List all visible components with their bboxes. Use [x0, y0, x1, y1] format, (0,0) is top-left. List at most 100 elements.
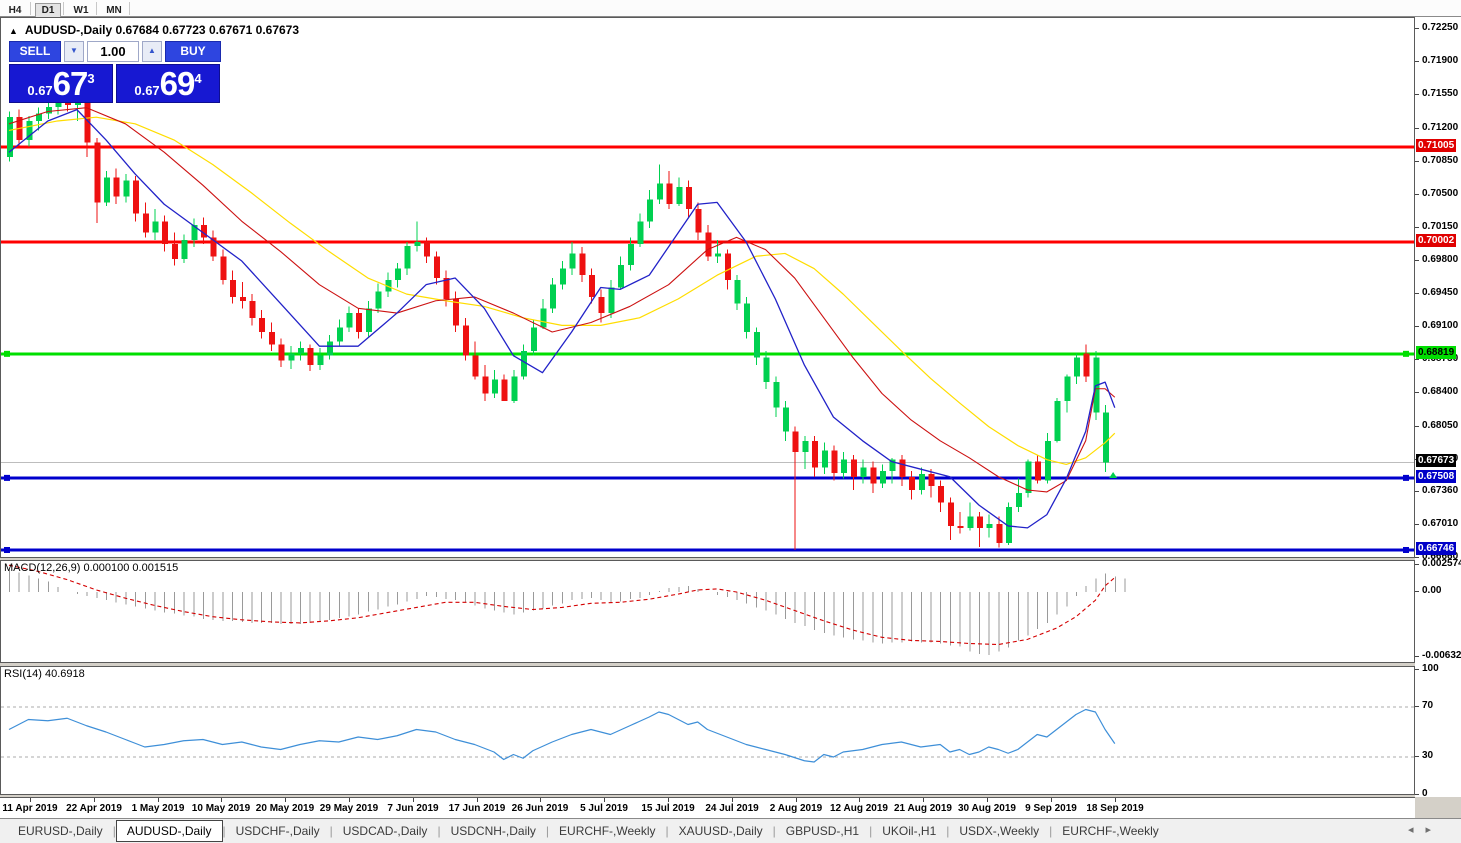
line-handle[interactable]	[1403, 546, 1409, 553]
chart-tab-eurchf-weekly[interactable]: EURCHF-,Weekly	[559, 824, 656, 838]
candle-body	[1025, 461, 1032, 493]
line-handle[interactable]	[1403, 350, 1409, 357]
volume-increase-button[interactable]: ▲	[142, 41, 162, 62]
buy-button[interactable]: BUY	[165, 41, 221, 62]
tab-separator: |	[1049, 824, 1053, 838]
timeframe-button-d1[interactable]: D1	[35, 3, 61, 18]
axis-tick-mark	[1415, 61, 1419, 63]
toolbar-separator	[96, 2, 97, 16]
chart-tab-usdx-weekly[interactable]: USDX-,Weekly	[959, 824, 1040, 838]
date-tick-label: 24 Jul 2019	[705, 803, 759, 814]
timeframe-button-mn[interactable]: MN	[106, 5, 122, 16]
date-tick-mark	[732, 798, 733, 802]
volume-input[interactable]	[87, 41, 139, 62]
candle-body	[356, 313, 363, 332]
candle-body	[705, 232, 712, 257]
axis-tick-mark	[1415, 193, 1419, 195]
candle-body	[230, 279, 237, 297]
date-tick-mark	[987, 798, 988, 802]
axis-tick-mark	[1415, 226, 1419, 228]
chart-tab-ukoil-h1[interactable]: UKOil-,H1	[882, 824, 937, 838]
chart-ohlc-values: 0.67684 0.67723 0.67671 0.67673	[115, 23, 300, 37]
candle-body	[870, 467, 877, 484]
candle-body	[559, 268, 566, 285]
candle-body	[472, 355, 479, 377]
date-tick-mark	[859, 798, 860, 802]
rsi-indicator-panel[interactable]: RSI(14) 40.6918	[0, 666, 1415, 795]
candle-body	[831, 450, 838, 473]
candle-body	[715, 253, 722, 257]
chart-tab-gbpusd-h1[interactable]: GBPUSD-,H1	[785, 824, 860, 838]
panel-splitter[interactable]	[0, 663, 1415, 665]
volume-decrease-button[interactable]: ▼	[64, 41, 84, 62]
axis-tick-mark	[1415, 127, 1419, 129]
date-tick-label: 22 Apr 2019	[66, 803, 122, 814]
sell-price-display[interactable]: 0.67 67 3	[9, 64, 113, 103]
chart-tab-eurchf-weekly[interactable]: EURCHF-,Weekly	[1062, 824, 1159, 838]
candle-body	[181, 240, 188, 260]
candle-body	[133, 180, 140, 214]
line-handle[interactable]	[4, 546, 10, 553]
candle-body	[627, 243, 634, 265]
date-tick-label: 12 Aug 2019	[830, 803, 888, 814]
macd-signal-line	[8, 564, 1116, 646]
axis-tick-mark	[1415, 425, 1419, 427]
timeframe-button-w1[interactable]: W1	[73, 5, 89, 16]
level-price-badge: 0.71005	[1416, 138, 1457, 152]
candle-body	[598, 296, 605, 314]
collapse-icon[interactable]: ▲	[9, 26, 18, 36]
axis-tick-mark	[1415, 326, 1419, 328]
axis-tick-mark	[1415, 656, 1419, 658]
line-handle[interactable]	[4, 474, 10, 481]
candle-body	[550, 284, 557, 309]
tab-separator: |	[665, 824, 669, 838]
date-tick-label: 9 Sep 2019	[1025, 803, 1077, 814]
chart-tab-usdchf-daily[interactable]: USDCHF-,Daily	[235, 824, 320, 838]
panel-splitter[interactable]	[0, 795, 1415, 797]
tab-scroll-arrows[interactable]: ◂▸	[1407, 824, 1443, 836]
panel-splitter[interactable]	[0, 558, 1415, 560]
candle-body	[375, 291, 382, 309]
tab-separator: |	[772, 824, 776, 838]
candle-body	[744, 303, 751, 332]
macd-label: MACD(12,26,9) 0.000100 0.001515	[4, 562, 179, 574]
candle-body	[191, 225, 198, 241]
candle-body	[540, 308, 547, 328]
chart-tab-usdcad-daily[interactable]: USDCAD-,Daily	[342, 824, 428, 838]
price-chart-panel[interactable]: ▲ AUDUSD-,Daily 0.67684 0.67723 0.67671 …	[0, 17, 1415, 558]
tab-separator: |	[869, 824, 873, 838]
buy-price-prefix: 0.67	[134, 83, 160, 98]
candle-body	[1006, 507, 1013, 543]
price-chart-canvas[interactable]	[1, 18, 1414, 557]
candle-body	[249, 300, 256, 318]
candle-body	[501, 379, 508, 402]
axis-tick-mark	[1415, 591, 1419, 592]
candle-body	[666, 183, 673, 205]
date-tick-label: 11 Apr 2019	[2, 803, 58, 814]
line-handle[interactable]	[1403, 474, 1409, 481]
tab-separator: |	[437, 824, 441, 838]
candle-body	[162, 221, 169, 244]
timeframe-button-h4[interactable]: H4	[8, 5, 22, 16]
candle-body	[841, 459, 848, 473]
date-tick-label: 18 Sep 2019	[1086, 803, 1144, 814]
candle-body	[414, 242, 421, 246]
rsi-tick-label: 100	[1422, 662, 1439, 674]
axis-tick-mark	[1415, 392, 1419, 394]
candle-body	[753, 331, 760, 358]
buy-price-display[interactable]: 0.67 69 4	[116, 64, 220, 103]
candle-body	[928, 473, 935, 487]
chart-tab-eurusd-daily[interactable]: EURUSD-,Daily	[18, 824, 103, 838]
sell-price-big: 67	[52, 65, 89, 102]
sell-button[interactable]: SELL	[9, 41, 61, 62]
chart-tab-audusd-daily[interactable]: AUDUSD-,Daily	[115, 820, 223, 842]
macd-indicator-panel[interactable]: MACD(12,26,9) 0.000100 0.001515	[0, 560, 1415, 663]
chart-tab-xauusd-daily[interactable]: XAUUSD-,Daily	[678, 824, 763, 838]
candle-body	[404, 245, 411, 269]
date-tick-mark	[221, 798, 222, 802]
price-tick-label: 0.66660	[1422, 551, 1459, 563]
price-tick-label: 0.69100	[1422, 320, 1459, 332]
chart-tab-usdcnh-daily[interactable]: USDCNH-,Daily	[450, 824, 536, 838]
date-tick-label: 29 May 2019	[319, 803, 379, 814]
line-handle[interactable]	[4, 350, 10, 357]
